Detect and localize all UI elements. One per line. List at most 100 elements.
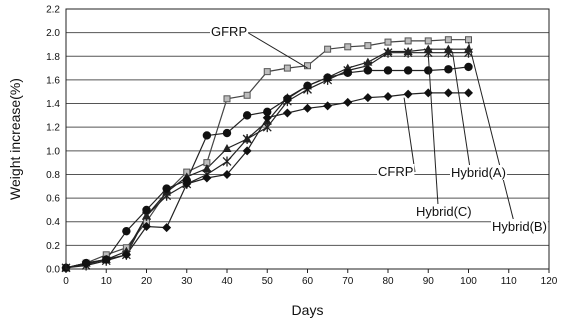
series-cfrp-point	[403, 89, 413, 99]
series-gfrp-point	[424, 37, 432, 45]
series-hybrid-a-point	[343, 68, 352, 78]
y-tick-label: 1.8	[46, 52, 60, 63]
series-hybrid-a-point	[242, 111, 252, 120]
series-hybrid-c-point	[443, 47, 453, 58]
x-tick-label: 110	[501, 276, 517, 287]
y-tick-label: 0.2	[46, 241, 60, 252]
series-hybrid-a-point	[162, 184, 171, 193]
callout-hybrid-b-label: Hybrid(B)	[492, 219, 547, 234]
series-hybrid-a-point	[303, 81, 312, 91]
series-hybrid-a-point	[424, 66, 433, 75]
x-ticks: 0 10 20 30 40 50 60 70 80 90 100 110 120	[63, 269, 558, 287]
series-gfrp-point	[384, 38, 392, 46]
y-tick-label: 0.0	[46, 265, 60, 276]
callout-hybrid-a-leader	[451, 51, 471, 169]
series-gfrp-point	[324, 45, 332, 53]
x-tick-label: 20	[141, 276, 153, 287]
series-gfrp-point	[404, 37, 412, 45]
callout-gfrp-leader	[244, 30, 308, 69]
callout-hybrid-a-bg	[450, 165, 507, 180]
y-tick-label: 1.6	[46, 75, 60, 86]
series-gfrp-point	[223, 95, 231, 103]
series-hybrid-c-point	[403, 47, 413, 58]
series-cfrp-point	[262, 113, 272, 123]
x-tick-label: 10	[101, 276, 113, 287]
series-gfrp-point	[465, 36, 472, 44]
y-tick-label: 1.0	[46, 146, 60, 157]
series-gfrp-point	[243, 91, 251, 99]
callout-gfrp-label: GFRP	[211, 24, 247, 39]
x-tick-label: 30	[181, 276, 193, 287]
x-tick-label: 80	[382, 276, 394, 287]
y-tick-label: 0.8	[46, 170, 60, 181]
series-cfrp-point	[443, 88, 453, 98]
series-cfrp-point	[383, 91, 393, 101]
y-tick-label: 1.2	[46, 123, 60, 134]
callout-cfrp-leader	[403, 97, 416, 173]
series-hybrid-a-point	[263, 107, 272, 117]
series-cfrp-point	[323, 101, 333, 111]
y-ticks: 0.0 0.2 0.4 0.6 0.8 1.0 1.2 1.4 1.6 1.8 2.0 2.2	[46, 5, 60, 276]
callout-gfrp-bg	[210, 24, 249, 39]
series-gfrp-point	[364, 42, 372, 50]
series-hybrid-b-point	[222, 143, 232, 152]
series-hybrid-a-point	[403, 66, 413, 75]
callout-hybrid-a-label: Hybrid(A)	[451, 165, 506, 180]
x-tick-label: 0	[63, 276, 69, 287]
series-hybrid-c-point	[242, 134, 252, 144]
series-gfrp-point	[344, 43, 352, 51]
series-hybrid-a-point	[142, 205, 151, 215]
series-hybrid-c-point	[222, 156, 232, 167]
y-axis-label: Weight increase(%)	[7, 78, 23, 200]
series-hybrid-a-point	[283, 94, 292, 104]
series-gfrp-point	[263, 68, 271, 76]
series-cfrp-point	[182, 179, 192, 189]
x-axis-label: Days	[292, 302, 324, 318]
series-hybrid-a-point	[383, 66, 393, 75]
series-cfrp-point	[363, 93, 373, 103]
series-gfrp-point	[304, 62, 311, 70]
x-tick-label: 90	[423, 276, 435, 287]
series-hybrid-a-point	[363, 66, 373, 75]
series-hybrid-c-point	[262, 122, 272, 133]
callout-cfrp-label: CFRP	[378, 164, 413, 179]
series-hybrid-a-point	[202, 131, 212, 140]
series-hybrid-c-point	[383, 47, 393, 58]
series-cfrp-point	[162, 223, 172, 233]
series-hybrid-a-point	[464, 62, 473, 72]
series-hybrid-c-markers	[61, 47, 473, 273]
plot-frame	[65, 8, 550, 270]
y-tick-label: 1.4	[46, 99, 60, 110]
series-cfrp-markers	[61, 88, 473, 273]
series-hybrid-a-point	[444, 65, 453, 74]
series-hybrid-a-point	[222, 128, 232, 138]
series-hybrid-c-line	[65, 52, 469, 269]
series-gfrp-point	[283, 64, 291, 72]
series-cfrp-point	[202, 173, 212, 183]
callout-hybrid-b-leader	[468, 41, 516, 227]
series-cfrp-point	[101, 255, 111, 265]
series-cfrp-point	[121, 250, 131, 260]
x-tick-label: 70	[342, 276, 354, 287]
series-cfrp-point	[81, 259, 91, 269]
series-hybrid-b-point	[202, 164, 212, 173]
y-tick-label: 0.4	[46, 217, 60, 228]
y-tick-label: 2.0	[46, 28, 60, 39]
y-tick-label: 0.6	[46, 194, 60, 205]
series-cfrp-point	[303, 103, 312, 113]
y-tick-label: 2.2	[46, 5, 60, 16]
series-hybrid-a-point	[323, 73, 332, 82]
x-tick-label: 50	[262, 276, 274, 287]
series-cfrp-point	[222, 169, 232, 179]
x-tick-label: 120	[541, 276, 558, 287]
series-cfrp-point	[142, 221, 151, 231]
series-markers	[61, 36, 473, 273]
series-hybrid-c-point	[464, 47, 473, 58]
series-hybrid-a-point	[122, 226, 131, 236]
series-gfrp-point	[444, 36, 452, 44]
callout-hybrid-b-bg	[491, 219, 548, 234]
series-cfrp-point	[242, 146, 252, 156]
annotations: GFRP Hybrid(B) Hybrid(A) CFRP Hybrid(C)	[210, 24, 548, 234]
x-tick-label: 60	[302, 276, 314, 287]
